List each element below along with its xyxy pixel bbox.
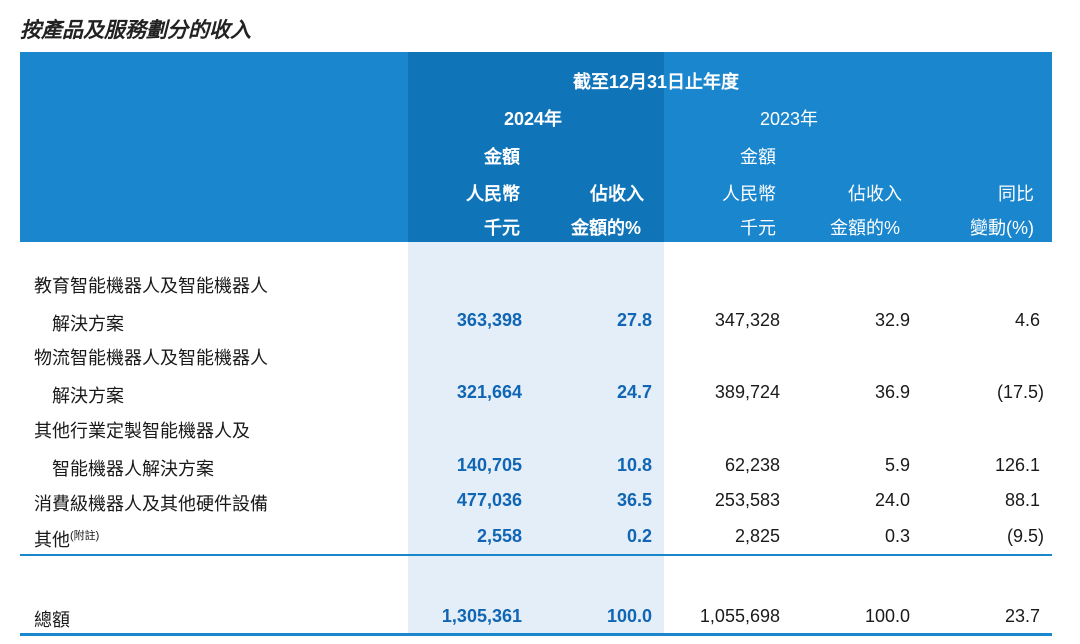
cell-amount-2024: 363,398 xyxy=(456,310,522,330)
cell-amount-2023: 347,328 xyxy=(714,310,780,330)
cell-pct-2023: 5.9 xyxy=(884,455,910,475)
unit-2024-header: 千元 xyxy=(484,218,520,238)
year-2023-header: 2023年 xyxy=(760,109,819,129)
cell-amount-2024: 140,705 xyxy=(456,455,522,475)
total-amount-2024: 1,305,361 xyxy=(441,606,522,626)
cell-change: 88.1 xyxy=(1004,490,1040,510)
change-header-line1: 同比 xyxy=(998,184,1034,204)
cell-pct-2023: 36.9 xyxy=(874,382,910,402)
total-rule xyxy=(20,633,1052,636)
cell-amount-2023: 253,583 xyxy=(714,490,780,510)
column-2024-highlight xyxy=(408,242,664,634)
total-pct-2023: 100.0 xyxy=(864,606,910,626)
cell-amount-2024: 477,036 xyxy=(456,490,522,510)
header-2024-highlight xyxy=(408,52,664,242)
share-2023-header-line2: 金額的% xyxy=(830,218,901,238)
total-change: 23.7 xyxy=(1004,606,1040,626)
total-pct-2024: 100.0 xyxy=(606,606,652,626)
cell-amount-2023: 389,724 xyxy=(714,382,780,402)
cell-pct-2024: 36.5 xyxy=(616,490,652,510)
row-label-line2: 解決方案 xyxy=(52,386,124,406)
row-label-line2: 解決方案 xyxy=(52,314,124,334)
cell-pct-2023: 32.9 xyxy=(874,310,910,330)
row-label-line1: 其他(附註) xyxy=(34,526,99,552)
cell-pct-2024: 10.8 xyxy=(616,455,652,475)
unit-2023-header: 千元 xyxy=(740,218,776,238)
share-2023-header-line1: 佔收入 xyxy=(848,184,902,204)
cell-amount-2024: 321,664 xyxy=(456,382,522,402)
cell-pct-2024: 27.8 xyxy=(616,310,652,330)
currency-2024-header: 人民幣 xyxy=(466,184,520,204)
cell-pct-2023: 24.0 xyxy=(874,490,910,510)
amount-2023-header: 金額 xyxy=(740,147,776,167)
row-label-line2: 智能機器人解決方案 xyxy=(52,459,214,479)
total-amount-2023: 1,055,698 xyxy=(699,606,780,626)
change-header-line2: 變動(%) xyxy=(970,218,1034,238)
year-2024-header: 2024年 xyxy=(504,109,563,129)
currency-2023-header: 人民幣 xyxy=(722,184,776,204)
cell-change: (9.5) xyxy=(1006,526,1044,546)
total-label: 總額 xyxy=(34,610,70,630)
cell-change: 4.6 xyxy=(1014,310,1040,330)
row-label-text: 其他 xyxy=(34,530,70,550)
cell-change: (17.5) xyxy=(996,382,1044,402)
row-label-line1: 消費級機器人及其他硬件設備 xyxy=(34,494,268,514)
share-2024-header-line2: 金額的% xyxy=(571,218,642,238)
cell-change: 126.1 xyxy=(994,455,1040,475)
table-title: 按產品及服務劃分的收入 xyxy=(20,19,251,42)
row-label-line1: 物流智能機器人及智能機器人 xyxy=(34,348,268,368)
subtotal-rule xyxy=(20,554,1052,556)
cell-amount-2023: 62,238 xyxy=(724,455,780,475)
cell-amount-2024: 2,558 xyxy=(476,526,522,546)
cell-pct-2023: 0.3 xyxy=(884,526,910,546)
cell-pct-2024: 24.7 xyxy=(616,382,652,402)
period-header: 截至12月31日止年度 xyxy=(573,72,740,92)
row-label-line1: 教育智能機器人及智能機器人 xyxy=(34,276,268,296)
cell-pct-2024: 0.2 xyxy=(626,526,652,546)
amount-2024-header: 金額 xyxy=(484,147,520,167)
cell-amount-2023: 2,825 xyxy=(734,526,780,546)
share-2024-header-line1: 佔收入 xyxy=(590,184,644,204)
note-marker: (附註) xyxy=(70,530,100,542)
row-label-line1: 其他行業定製智能機器人及 xyxy=(34,421,250,441)
